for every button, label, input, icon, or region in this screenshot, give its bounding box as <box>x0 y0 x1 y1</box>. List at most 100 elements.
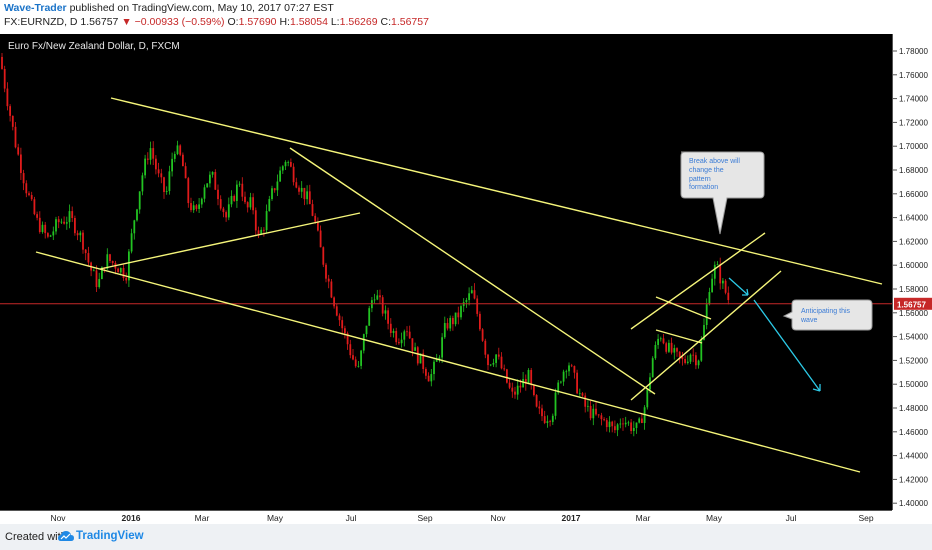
candle <box>686 355 689 365</box>
price-tick-label: 1.76000 <box>899 71 928 80</box>
author-link[interactable]: Wave-Trader <box>4 2 67 14</box>
price-tick-label: 1.44000 <box>899 452 928 461</box>
time-tick-label: Mar <box>195 513 210 523</box>
time-tick-label: May <box>706 513 723 523</box>
candle <box>74 215 76 236</box>
annotation-line: pattern <box>689 176 711 183</box>
candle <box>106 248 109 270</box>
candle <box>495 353 497 368</box>
annotation-anticipating-wave[interactable]: Anticipating this wave <box>782 299 873 331</box>
ohlc-line: FX:EURNZD, D 1.56757 ▼ −0.00933 (−0.59%)… <box>4 16 429 28</box>
rising-channel-lower-line[interactable] <box>630 270 782 401</box>
candle <box>44 221 47 239</box>
candle <box>144 154 146 179</box>
candle <box>719 257 722 290</box>
candle <box>265 204 268 234</box>
long-arrow-icon[interactable] <box>753 299 821 392</box>
candle <box>533 384 535 397</box>
candle <box>182 152 184 167</box>
candle <box>354 356 357 368</box>
candle <box>360 349 362 370</box>
candle <box>295 177 298 189</box>
candle <box>722 277 724 289</box>
candle <box>246 201 249 213</box>
candle <box>308 184 311 205</box>
channel-upper-line[interactable] <box>110 97 883 285</box>
chart-plot-area[interactable]: Euro Fx/New Zealand Dollar, D, FXCM Brea… <box>0 34 892 510</box>
candle <box>376 289 379 301</box>
candle <box>638 417 641 424</box>
channel-lower-line[interactable] <box>35 251 861 473</box>
candle <box>414 342 416 351</box>
open-label: O: <box>227 16 239 28</box>
candle <box>603 417 605 422</box>
candle <box>287 160 290 167</box>
candle <box>317 217 319 232</box>
short-arrow-icon[interactable] <box>728 277 749 296</box>
flag-upper-line[interactable] <box>655 296 712 320</box>
wedge-resistance-line[interactable] <box>289 147 656 395</box>
candle <box>605 418 608 432</box>
chart-title: Euro Fx/New Zealand Dollar, D, FXCM <box>8 41 180 52</box>
candle <box>527 368 530 385</box>
candle <box>249 192 252 210</box>
candle <box>179 144 182 157</box>
candle <box>622 417 624 431</box>
flag-lower-line[interactable] <box>655 329 703 344</box>
candle <box>427 372 430 382</box>
candle <box>425 367 427 380</box>
candle <box>646 388 649 410</box>
candle <box>711 273 713 293</box>
candle <box>244 191 246 205</box>
candle <box>200 197 203 208</box>
candle <box>368 305 371 326</box>
candle <box>460 304 462 320</box>
candle <box>236 180 238 208</box>
candle <box>411 338 414 357</box>
candle <box>614 420 616 434</box>
triangle-support-line[interactable] <box>99 212 361 270</box>
candle <box>281 165 284 174</box>
candle <box>487 353 489 370</box>
candle <box>665 341 668 354</box>
candle <box>271 185 273 201</box>
candle <box>214 169 217 190</box>
annotation-break-above[interactable]: Break above will change the pattern form… <box>680 151 765 235</box>
candle <box>273 187 276 193</box>
candle <box>392 328 395 338</box>
candle <box>292 163 295 186</box>
candle <box>173 151 176 163</box>
candle <box>263 227 265 237</box>
candle <box>446 318 449 331</box>
time-axis[interactable]: Nov 2016 Mar May Jul Sep Nov 2017 Mar May Jul Sep <box>0 510 892 524</box>
price-axis[interactable]: 1.78000 1.76000 1.74000 1.72000 1.70000 1.680… <box>892 34 932 510</box>
low-value: 1.56269 <box>339 16 378 28</box>
candle <box>511 382 514 398</box>
candle <box>325 262 327 283</box>
candle <box>449 315 452 332</box>
candle <box>117 267 119 273</box>
rising-channel-upper-line[interactable] <box>630 232 766 330</box>
time-tick-label: May <box>267 513 284 523</box>
candle <box>52 226 55 241</box>
candle <box>349 339 352 359</box>
candle <box>111 260 114 266</box>
candle <box>82 230 84 254</box>
candle <box>503 364 506 372</box>
candle <box>654 341 657 360</box>
candle <box>76 230 79 241</box>
candle <box>395 327 398 345</box>
candle <box>257 226 260 239</box>
high-value: 1.58054 <box>289 16 328 28</box>
candle <box>716 261 719 266</box>
candle <box>489 364 492 367</box>
price-tick-label: 1.40000 <box>899 499 928 508</box>
tradingview-logo-text[interactable]: TradingView <box>76 530 144 542</box>
candle <box>114 260 117 275</box>
candle <box>406 326 408 337</box>
candle <box>457 306 460 325</box>
candle <box>171 152 173 177</box>
candle <box>22 169 25 191</box>
time-tick-label: 2017 <box>562 513 581 523</box>
candle <box>438 355 441 363</box>
